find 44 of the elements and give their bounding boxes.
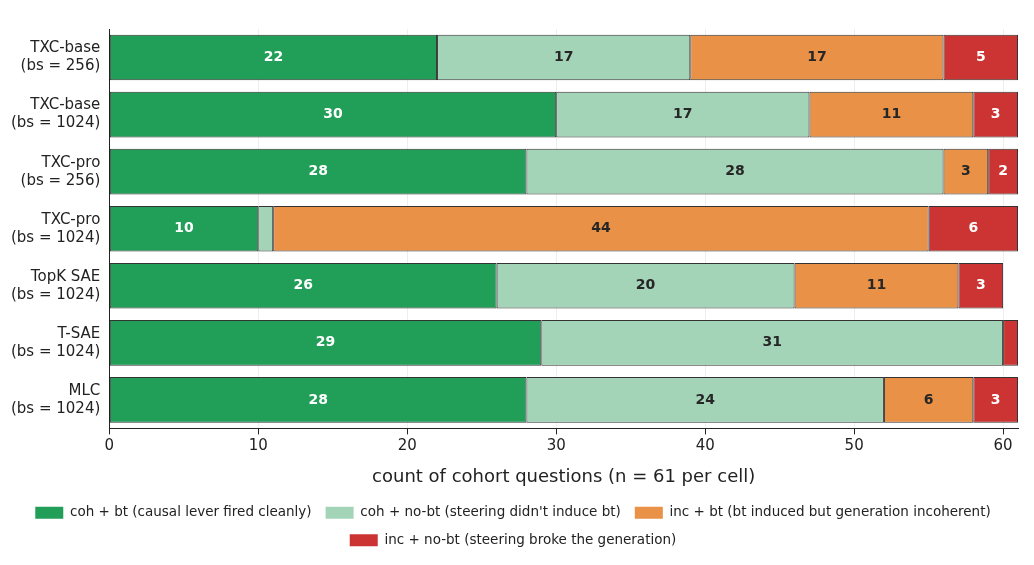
data-label: 28 (308, 162, 328, 179)
data-label: 24 (695, 390, 716, 407)
x-tick-label: 0 (104, 436, 115, 455)
x-tick-label: 40 (695, 436, 715, 455)
data-label: 29 (315, 333, 336, 350)
data-label: 17 (553, 48, 574, 65)
legend-label: coh + no-bt (steering didn't induce bt) (360, 503, 621, 520)
y-tick-label: T-SAE (bs = 1024) (10, 323, 101, 360)
data-label: 31 (762, 333, 782, 350)
data-label: 6 (968, 219, 979, 236)
x-tick-label: 20 (397, 436, 417, 455)
data-label: 5 (975, 48, 986, 65)
y-tick-label: TXC-base (bs = 256) (20, 38, 101, 75)
y-tick-label: MLC (bs = 1024) (10, 380, 101, 417)
data-label: 11 (881, 105, 902, 122)
x-tick-label: 60 (993, 436, 1013, 455)
x-tick-label: 30 (546, 436, 566, 455)
y-tick-label: TopK SAE (bs = 1024) (10, 266, 101, 303)
data-label: 20 (635, 276, 656, 293)
data-label: 11 (866, 276, 887, 293)
data-label: 3 (960, 162, 971, 179)
data-label: 17 (807, 48, 827, 65)
data-label: 2 (998, 162, 1008, 179)
data-label: 3 (975, 276, 986, 293)
data-label: 3 (990, 390, 1001, 407)
data-label: 26 (293, 276, 313, 293)
data-label: 22 (263, 48, 284, 65)
data-label: 28 (725, 162, 745, 179)
data-label: 10 (174, 219, 195, 236)
data-label: 6 (923, 390, 934, 407)
y-tick-label: TXC-pro (bs = 1024) (10, 209, 101, 246)
x-tick-label: 10 (248, 436, 268, 455)
legend-label: inc + bt (bt induced but generation incoherent) (669, 503, 991, 520)
legend-label: coh + bt (causal lever fired cleanly) (70, 503, 312, 520)
data-label: 28 (308, 390, 328, 407)
data-label: 17 (673, 105, 693, 122)
x-tick-label: 50 (844, 436, 864, 455)
x-axis-title: count of cohort questions (n = 61 per cell) (372, 464, 756, 486)
legend-label: inc + no-bt (steering broke the generation) (384, 530, 677, 547)
data-label: 3 (990, 105, 1001, 122)
y-tick-label: TXC-pro (bs = 256) (20, 152, 101, 189)
data-label: 44 (591, 219, 611, 236)
data-label: 30 (323, 105, 344, 122)
y-tick-label: TXC-base (bs = 1024) (10, 95, 101, 132)
